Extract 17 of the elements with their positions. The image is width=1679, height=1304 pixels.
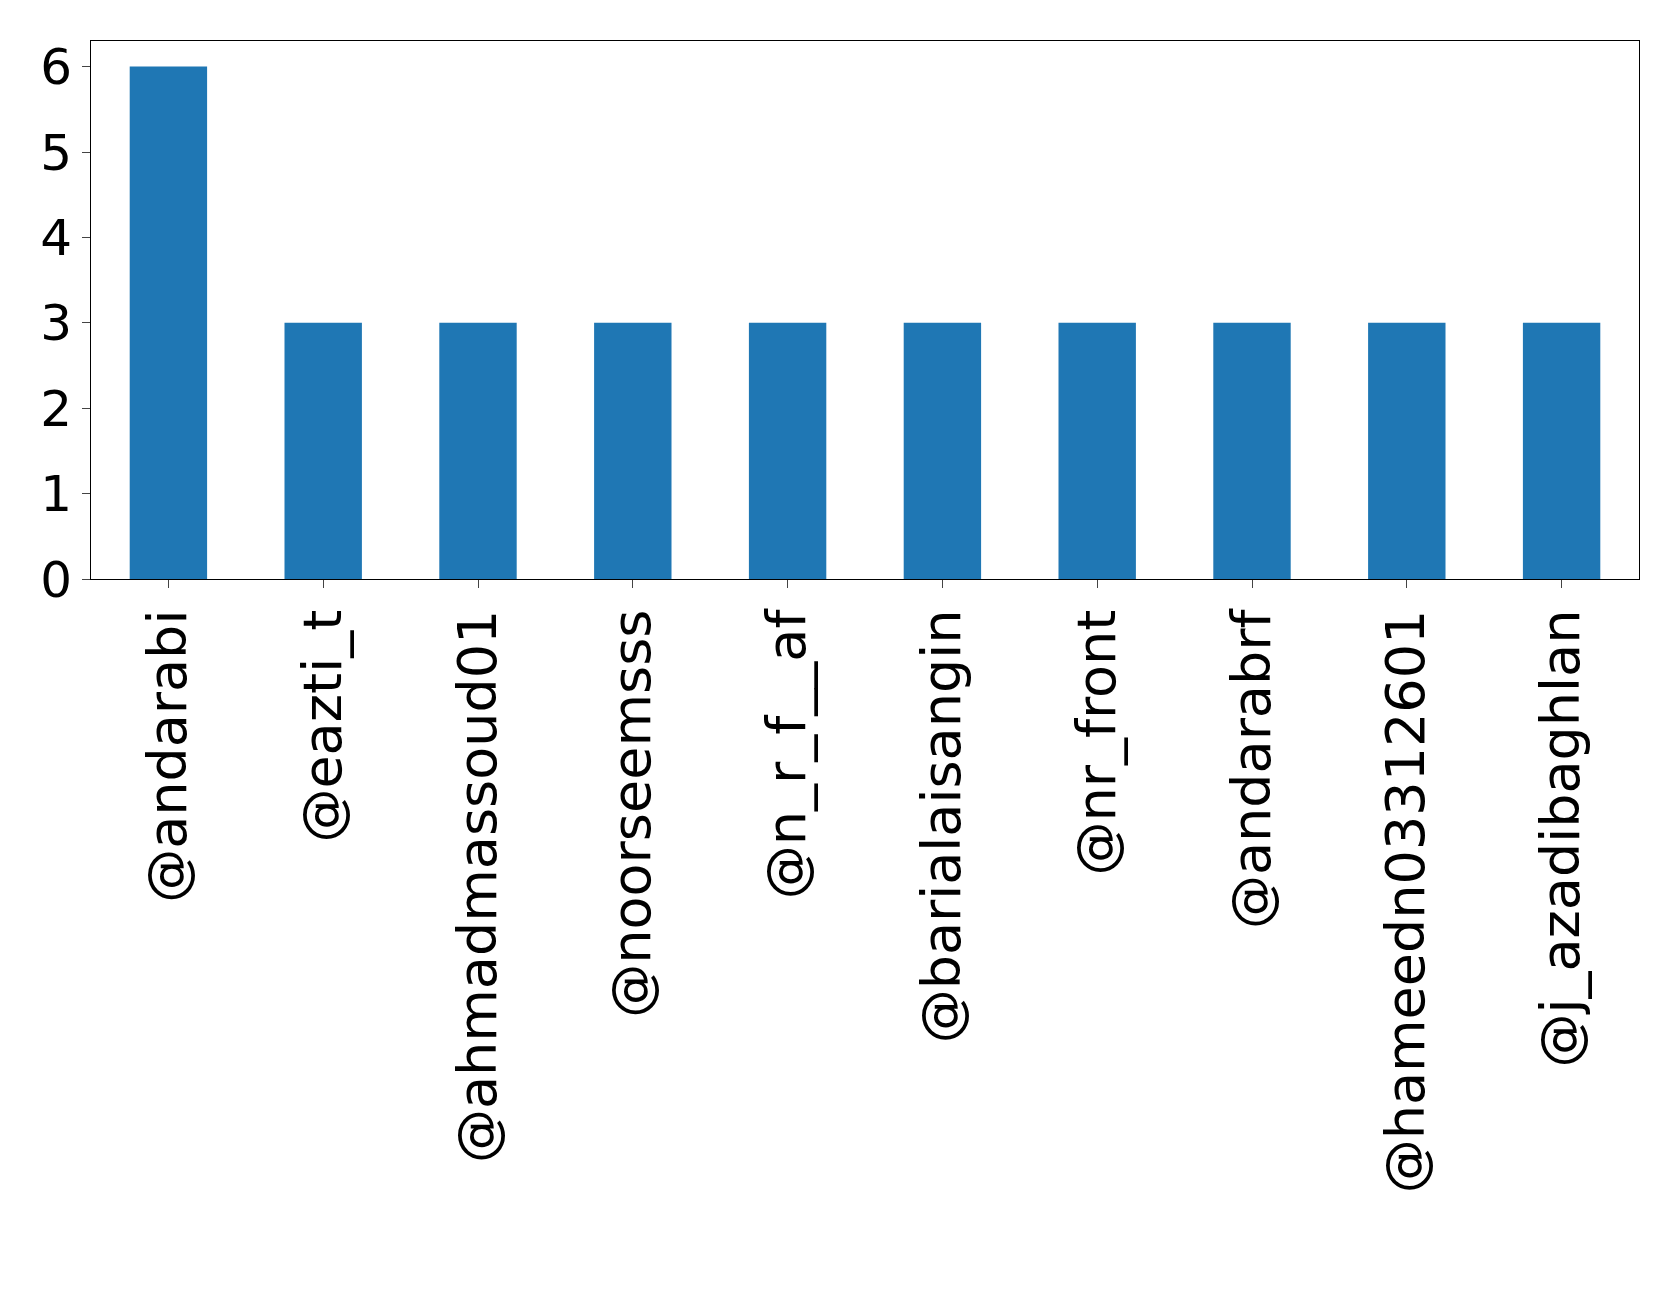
x-tick-label: @eazti_t	[290, 609, 354, 843]
y-tick-label: 6	[40, 38, 72, 97]
x-tick-label: @hameedn03312601	[1374, 609, 1438, 1194]
x-tick-label: @nr_front	[1064, 609, 1128, 876]
x-tick-label: @andarabi	[135, 609, 199, 903]
y-tick-label: 4	[40, 208, 72, 267]
y-tick-label: 5	[40, 123, 72, 182]
x-tick-label: @n_r_f__af	[755, 607, 819, 900]
x-tick-label: @ahmadmassoud01	[445, 609, 509, 1164]
y-tick-label: 2	[40, 379, 72, 438]
y-tick-label: 0	[40, 550, 72, 609]
y-tick-label: 3	[40, 294, 72, 353]
y-tick-label: 1	[40, 465, 72, 524]
x-tick-label: @andarabrf	[1219, 607, 1283, 930]
x-tick-label: @j_azadibaghlan	[1529, 609, 1593, 1068]
x-tick-label: @noorseemsss	[600, 609, 664, 1018]
x-tick-label: @barialaisangin	[909, 609, 973, 1044]
